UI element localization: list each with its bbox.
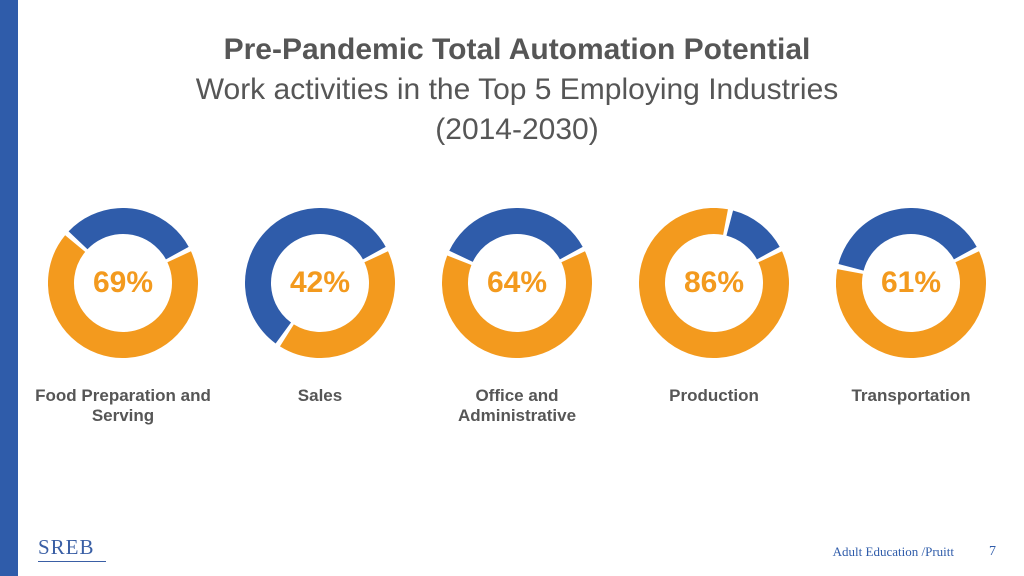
donut-value-0: 69% [48, 208, 198, 358]
chart-3: 86% Production [621, 208, 807, 406]
chart-4: 61% Transportation [818, 208, 1004, 406]
donut-label-2: Office and Administrative [424, 386, 610, 426]
chart-2: 64% Office and Administrative [424, 208, 610, 426]
donut-2: 64% [442, 208, 592, 358]
logo-underline [38, 561, 106, 562]
donut-4: 61% [836, 208, 986, 358]
donut-0: 69% [48, 208, 198, 358]
title-block: Pre-Pandemic Total Automation Potential … [30, 30, 1004, 150]
donut-value-3: 86% [639, 208, 789, 358]
chart-1: 42% Sales [227, 208, 413, 406]
charts-row: 69% Food Preparation and Serving 42% Sales 6… [30, 208, 1004, 426]
title-line-3: (2014-2030) [30, 110, 1004, 150]
title-line-1: Pre-Pandemic Total Automation Potential [30, 30, 1004, 70]
donut-value-4: 61% [836, 208, 986, 358]
donut-3: 86% [639, 208, 789, 358]
donut-label-1: Sales [298, 386, 342, 406]
donut-label-0: Food Preparation and Serving [30, 386, 216, 426]
donut-label-4: Transportation [851, 386, 970, 406]
footer: SREB Adult Education /Pruitt 7 [30, 532, 1004, 562]
donut-label-3: Production [669, 386, 759, 406]
left-accent-bar [0, 0, 18, 576]
page-number: 7 [989, 544, 996, 560]
donut-value-1: 42% [245, 208, 395, 358]
logo-text: SREB [38, 535, 95, 560]
chart-0: 69% Food Preparation and Serving [30, 208, 216, 426]
footer-credit: Adult Education /Pruitt [833, 544, 954, 560]
donut-1: 42% [245, 208, 395, 358]
donut-value-2: 64% [442, 208, 592, 358]
title-line-2: Work activities in the Top 5 Employing I… [30, 70, 1004, 110]
